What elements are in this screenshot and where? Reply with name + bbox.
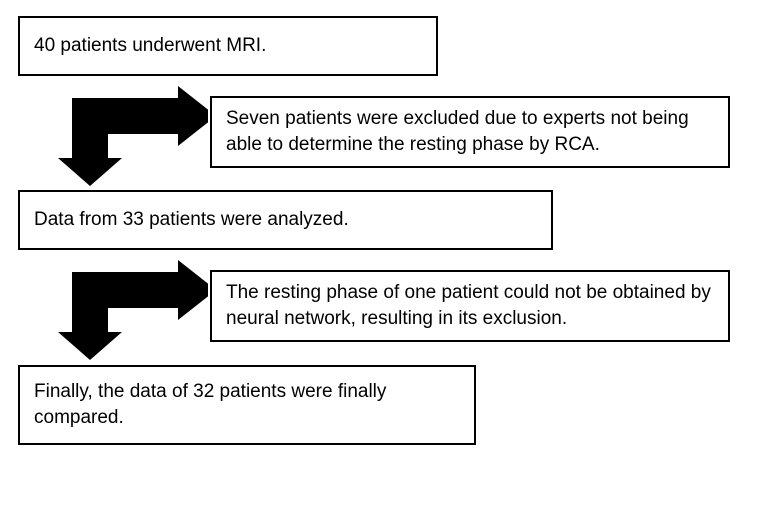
process-text-step3: Finally, the data of 32 patients were fi… xyxy=(34,379,460,430)
annotation-text-2: The resting phase of one patient could n… xyxy=(226,280,714,331)
process-box-step3: Finally, the data of 32 patients were fi… xyxy=(18,365,476,445)
process-text-step1: 40 patients underwent MRI. xyxy=(34,33,266,59)
process-box-step2: Data from 33 patients were analyzed. xyxy=(18,190,553,250)
process-text-step2: Data from 33 patients were analyzed. xyxy=(34,207,349,233)
process-box-step1: 40 patients underwent MRI. xyxy=(18,16,438,76)
annotation-text-1: Seven patients were excluded due to expe… xyxy=(226,106,714,157)
flow-arrow-2 xyxy=(58,256,208,362)
flowchart-canvas: 40 patients underwent MRI. Seven patient… xyxy=(0,0,763,512)
flow-arrow-1 xyxy=(58,82,208,188)
annotation-box-2: The resting phase of one patient could n… xyxy=(210,270,730,342)
annotation-box-1: Seven patients were excluded due to expe… xyxy=(210,96,730,168)
